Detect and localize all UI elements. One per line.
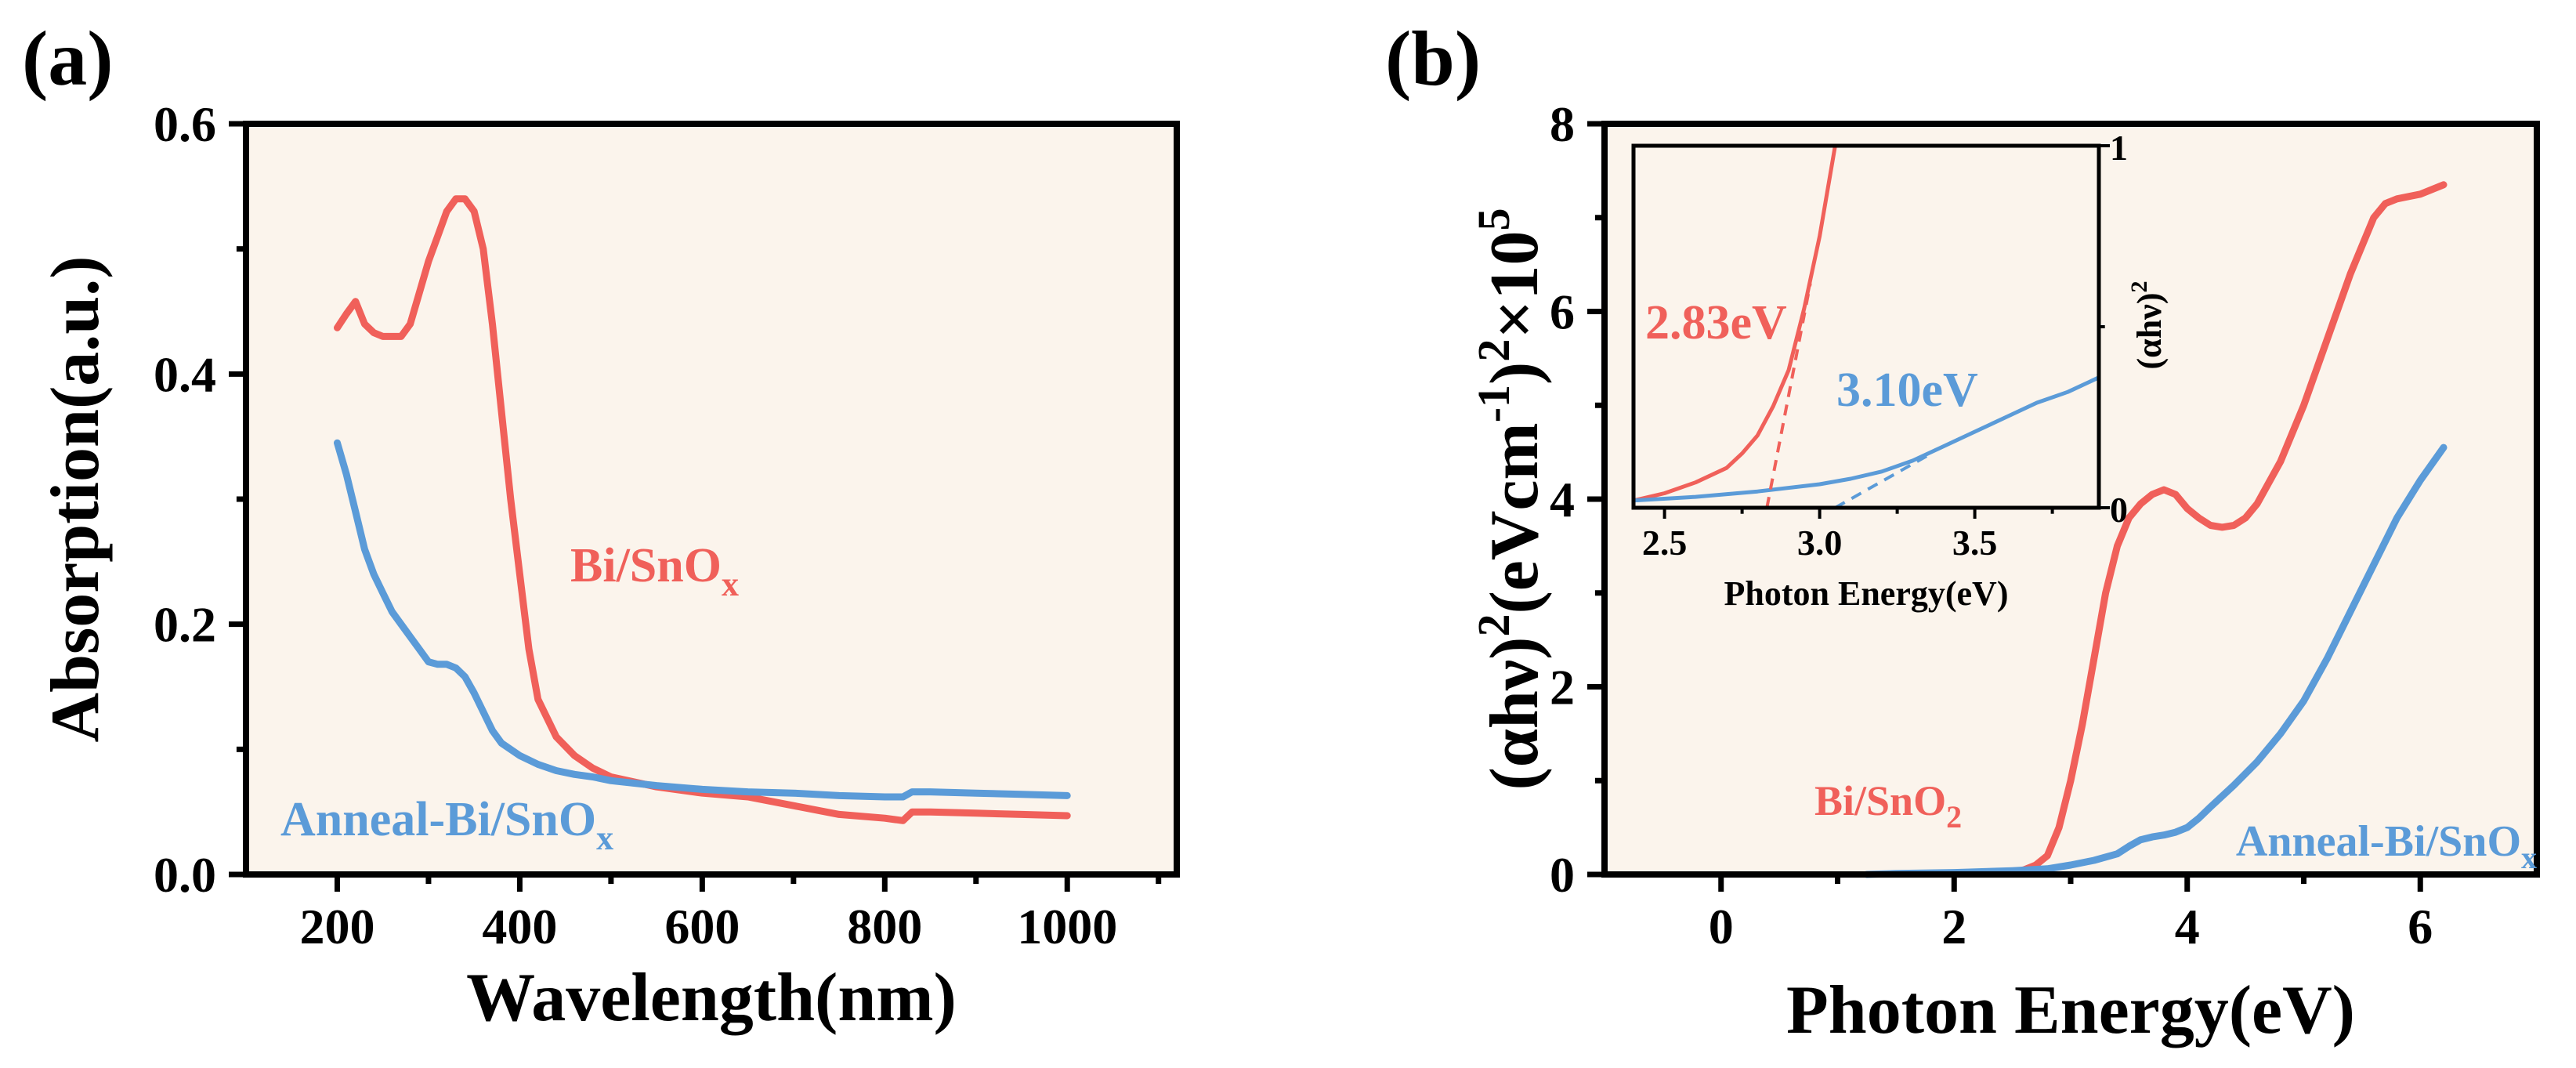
inset-label-2-83ev: 2.83eV xyxy=(1645,296,1787,349)
series-line-1 xyxy=(1631,375,2101,503)
panel-b-label: (b) xyxy=(1385,15,1481,102)
plot-a-lines xyxy=(334,195,1071,824)
y-tick-label: 1 xyxy=(2110,128,2128,168)
y-tick-label: 0.6 xyxy=(154,96,216,152)
series-label-anneal-a: Anneal-Bi/SnOx xyxy=(280,793,613,857)
y-tick-label: 4 xyxy=(1550,472,1575,527)
plot-a-frame xyxy=(243,121,1180,878)
plot-a-x-axis-title: Wavelength(nm) xyxy=(466,960,957,1036)
panel-a-label: (a) xyxy=(22,15,114,102)
x-tick-label: 1000 xyxy=(1017,899,1117,954)
x-tick-label: 2.5 xyxy=(1642,523,1688,563)
plot-a-x-tick-labels: 200 400 600 800 1000 xyxy=(299,899,1117,954)
y-tick-label: 0.4 xyxy=(154,346,216,402)
y-tick-label: 0 xyxy=(1550,847,1575,903)
plot-b-lines xyxy=(1863,181,2448,878)
x-tick-label: 3.5 xyxy=(1952,523,1998,563)
x-tick-label: 4 xyxy=(2175,899,2200,954)
inset-label-3-10ev: 3.10eV xyxy=(1836,364,1978,417)
x-tick-label: 0 xyxy=(1709,899,1734,954)
inset-x-axis-title: Photon Energy(eV) xyxy=(1724,574,2009,613)
plot-b-frame xyxy=(1601,121,2540,878)
x-tick-label: 400 xyxy=(482,899,557,954)
plot-b-y-axis-title: (αhν)2(eVcm-1)2×105 xyxy=(1468,208,1553,790)
y-tick-label: 6 xyxy=(1550,284,1575,340)
plot-a-background xyxy=(246,124,1177,874)
tangent-line-0 xyxy=(1765,283,1812,509)
inset-plot: 2.5 3.0 3.5 01 Photon Energy(eV) (αhν)2 2.… xyxy=(1631,128,2169,613)
series-label-bi-sno2-b: Bi/SnO2 xyxy=(1814,777,1962,834)
x-tick-label: 3.0 xyxy=(1797,523,1843,563)
panel-a: (a) 200 400 600 800 1000 0.0 0.2 0.4 0.6 Wavele… xyxy=(22,15,1180,1036)
plot-b-x-axis-title: Photon Energy(eV) xyxy=(1786,972,2355,1048)
inset-x-tick-labels: 2.5 3.0 3.5 xyxy=(1642,523,1998,563)
plot-a-y-tick-labels: 0.0 0.2 0.4 0.6 xyxy=(154,96,216,903)
plot-a-y-axis-title: Absorption(a.u.) xyxy=(38,256,114,743)
inset-lines xyxy=(1631,143,2101,509)
series-line-1 xyxy=(1863,443,2448,878)
x-tick-label: 600 xyxy=(664,899,740,954)
inset-frame xyxy=(1631,143,2101,510)
series-line-1 xyxy=(334,439,1071,801)
y-tick-label: 0 xyxy=(2110,490,2128,530)
y-tick-label: 8 xyxy=(1550,96,1575,152)
y-tick-label: 0.0 xyxy=(154,847,216,903)
inset-y-axis-title: (αhν)2 xyxy=(2126,281,2169,370)
inset-background xyxy=(1634,146,2099,508)
series-label-bi-snox-a: Bi/SnOx xyxy=(570,539,739,603)
x-tick-label: 2 xyxy=(1941,899,1966,954)
x-tick-label: 200 xyxy=(299,899,374,954)
y-tick-label: 0.2 xyxy=(154,597,216,653)
series-line-0 xyxy=(2009,181,2448,877)
series-label-anneal-b: Anneal-Bi/SnOx xyxy=(2236,817,2537,875)
x-tick-label: 800 xyxy=(847,899,922,954)
y-tick-label: 2 xyxy=(1550,660,1575,715)
plot-b-y-tick-labels: 0 2 4 6 8 xyxy=(1550,96,1575,903)
inset-y-tick-labels: 01 xyxy=(2110,128,2128,530)
plot-b-x-tick-labels: 0 2 4 6 xyxy=(1709,899,2433,954)
series-line-0 xyxy=(334,195,1071,824)
x-tick-label: 6 xyxy=(2408,899,2433,954)
